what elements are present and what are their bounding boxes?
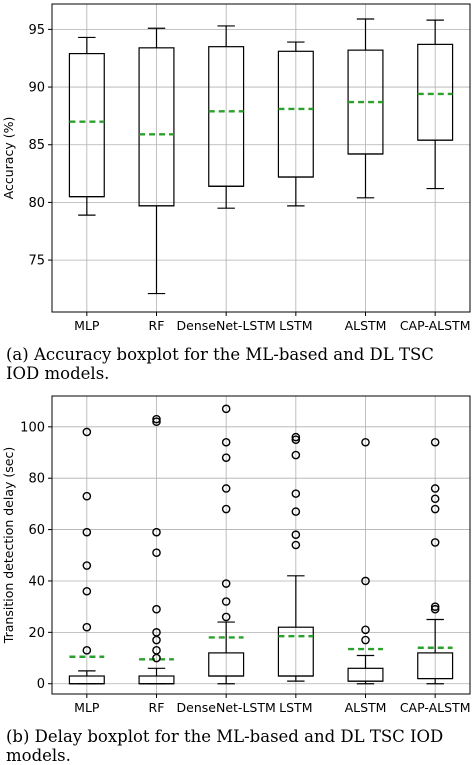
y-tick-label: 85 xyxy=(28,138,45,153)
outlier-point xyxy=(152,414,161,424)
outlier-point xyxy=(152,548,161,558)
y-tick-label: 80 xyxy=(28,196,45,211)
outlier-point xyxy=(152,417,161,426)
x-tick-label: LSTM xyxy=(279,318,312,333)
outlier-point xyxy=(152,527,161,537)
outlier-point xyxy=(221,612,231,622)
outlier-point xyxy=(291,432,301,442)
outlier-point xyxy=(82,646,92,655)
outlier-point xyxy=(152,628,161,637)
y-tick-label: 100 xyxy=(20,420,45,435)
y-axis-label: Accuracy (%) xyxy=(1,117,16,200)
outlier-point xyxy=(221,437,231,447)
plot-frame xyxy=(51,3,471,313)
outlier-point xyxy=(430,604,440,614)
x-tick-label: RF xyxy=(149,318,165,333)
outlier-point xyxy=(430,484,440,493)
outlier-point xyxy=(361,576,370,586)
y-tick-label: 0 xyxy=(37,677,45,692)
x-tick-label: ALSTM xyxy=(345,700,387,715)
plot-frame xyxy=(51,395,471,695)
accuracy-boxplot-svg: 75 80 85 90 95 MLP RF DenseNet-LSTM LSTM ALSTM CAP… xyxy=(1,3,471,333)
accuracy-boxplot-caption: (a) Accuracy boxplot for the ML-based an… xyxy=(6,345,434,383)
outlier-point xyxy=(82,561,92,570)
outlier-point xyxy=(291,507,301,516)
outlier-point xyxy=(430,602,440,611)
outlier-point xyxy=(221,404,231,414)
outlier-point xyxy=(82,586,92,596)
outlier-point xyxy=(82,622,92,632)
outlier-point xyxy=(82,491,92,501)
outlier-point xyxy=(291,540,301,550)
outlier-point xyxy=(221,484,231,493)
x-tick-label: CAP-ALSTM xyxy=(400,318,471,333)
outlier-point xyxy=(221,597,231,606)
delay-boxplot-caption: (b) Delay boxplot for the ML-based and D… xyxy=(6,727,444,765)
outlier-point xyxy=(361,635,370,645)
outlier-point xyxy=(430,494,440,504)
outlier-point xyxy=(291,435,301,444)
outlier-point xyxy=(291,450,301,460)
x-tick-label: DenseNet-LSTM xyxy=(177,318,276,333)
accuracy-boxplot: 75 80 85 90 95 MLP RF DenseNet-LSTM LSTM ALSTM CAP… xyxy=(0,0,474,342)
outlier-point xyxy=(430,437,440,447)
outlier-point xyxy=(430,504,440,514)
outlier-point xyxy=(361,437,370,447)
y-axis-label: Transition detection delay (sec) xyxy=(1,447,16,644)
y-tick-label: 20 xyxy=(28,626,45,641)
x-tick-label: ALSTM xyxy=(345,318,387,333)
outlier-point xyxy=(82,427,92,437)
outlier-point xyxy=(221,453,231,462)
x-tick-label: RF xyxy=(149,700,165,715)
x-tick-label: DenseNet-LSTM xyxy=(177,700,276,715)
outlier-point xyxy=(430,538,440,547)
outlier-point xyxy=(221,579,231,588)
x-tick-label: CAP-ALSTM xyxy=(400,700,471,715)
y-tick-label: 90 xyxy=(28,81,45,96)
outlier-point xyxy=(291,489,301,498)
outlier-point xyxy=(152,646,161,655)
outlier-point xyxy=(291,530,301,540)
y-tick-label: 80 xyxy=(28,472,45,487)
y-tick-label: 95 xyxy=(28,23,45,38)
x-tick-label: MLP xyxy=(74,700,100,715)
outlier-point xyxy=(82,527,92,537)
x-tick-label: MLP xyxy=(74,318,100,333)
delay-boxplot-svg: 0 20 40 60 80 100 MLP RF DenseNet-LSTM LSTM ALSTM C… xyxy=(1,395,471,715)
outlier-point xyxy=(221,504,231,514)
x-tick-label: LSTM xyxy=(279,700,312,715)
y-tick-label: 75 xyxy=(28,254,45,269)
y-tick-label: 60 xyxy=(28,523,45,538)
delay-boxplot: 0 20 40 60 80 100 MLP RF DenseNet-LSTM LSTM ALSTM C… xyxy=(0,388,474,724)
outlier-point xyxy=(152,604,161,614)
y-tick-label: 40 xyxy=(28,574,45,589)
outlier-point xyxy=(361,625,370,635)
